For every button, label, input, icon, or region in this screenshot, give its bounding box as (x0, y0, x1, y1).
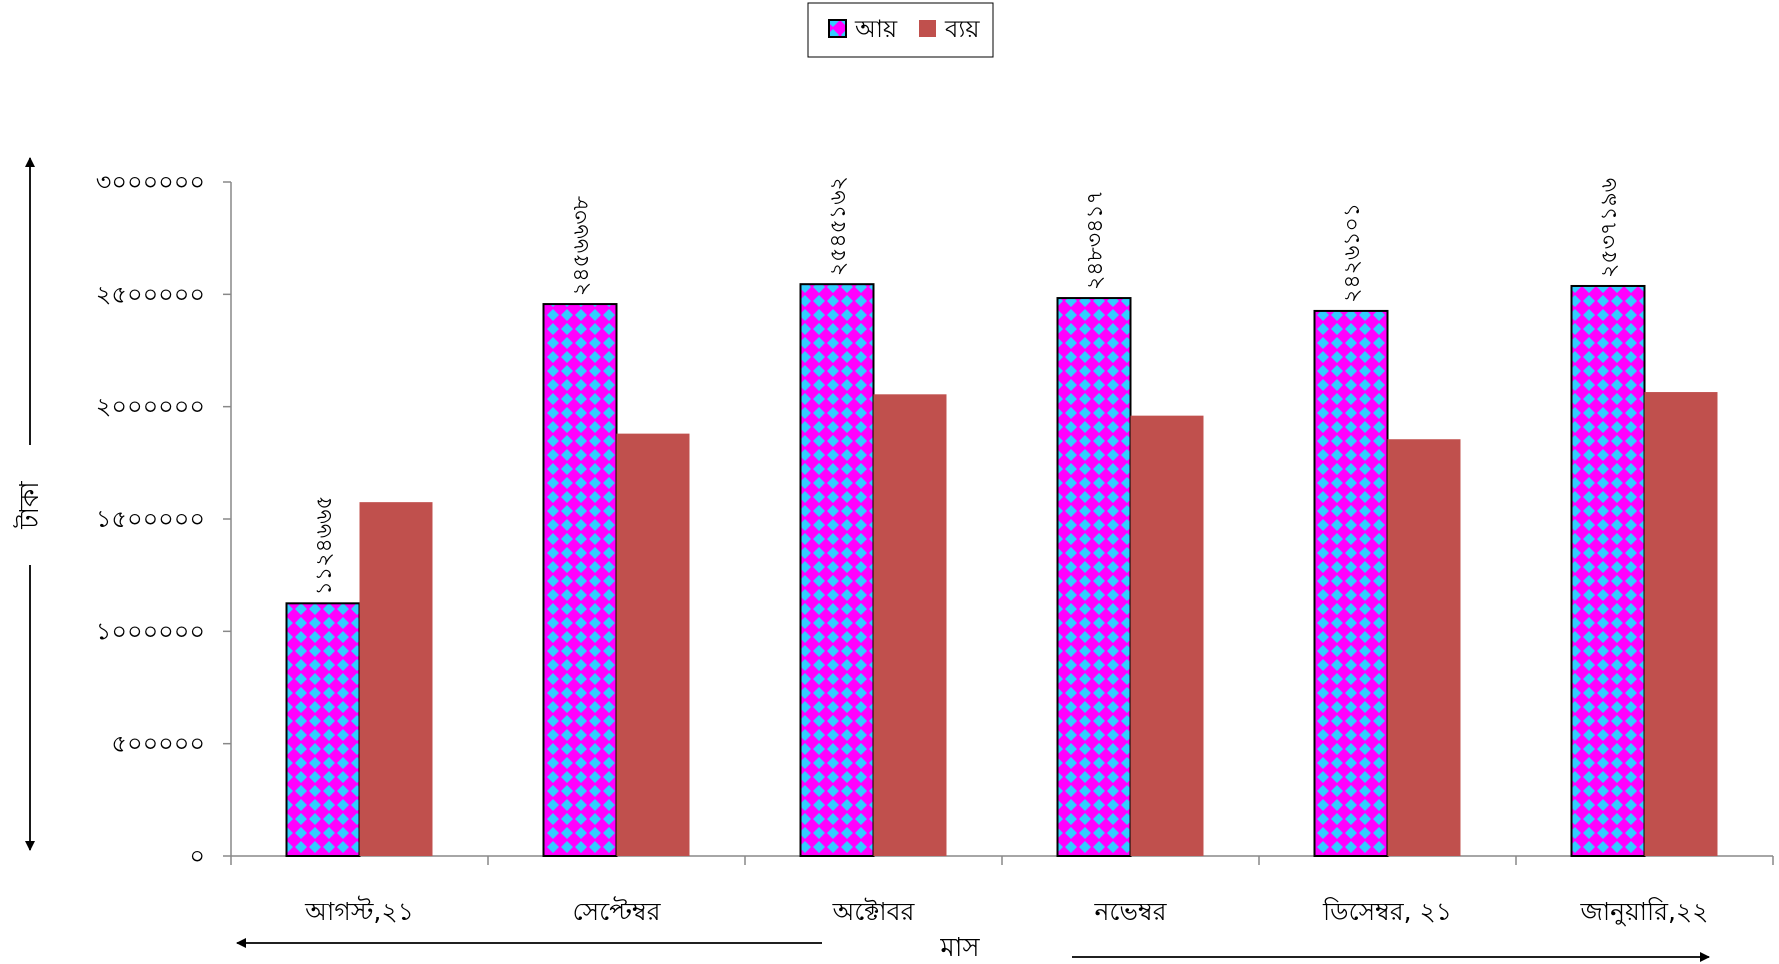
y-tick-label: ০ (189, 842, 205, 870)
data-label-income: ২৪৫৬৬৩৮ (569, 196, 594, 296)
bar-expense (616, 433, 690, 856)
bar-expense (1130, 415, 1204, 856)
category-labels: আগস্ট,২১ সেপ্টেম্বর অক্টোবর নভেম্বর ডিসেম্বর… (304, 896, 1708, 927)
data-label-income: ২৫৩৭১৯৬ (1597, 178, 1622, 278)
y-tick-label: ৩০০০০০০ (96, 168, 205, 196)
category-label: অক্টোবর (832, 897, 916, 926)
legend-swatch-expense (919, 20, 936, 37)
category-label: সেপ্টেম্বর (573, 896, 662, 926)
legend-swatch-income (828, 19, 847, 38)
x-axis-ticks (230, 856, 1774, 865)
category-label: জানুয়ারি,২২ (1580, 897, 1709, 927)
data-label-income: ২৫৪৫১৬২ (826, 176, 851, 276)
data-label-income: ২৪৮৩৪১৭ (1083, 190, 1108, 290)
data-label-income: ১১২৪৬৬৫ (312, 495, 337, 595)
category-label: আগস্ট,২১ (304, 896, 414, 926)
data-label-income: ২৪২৬১০১ (1340, 203, 1365, 303)
y-tick-label: ২৫০০০০০ (96, 280, 205, 308)
legend-label-income: আয় (854, 15, 898, 43)
y-tick-label: ৫০০০০০ (111, 730, 205, 758)
bar-income (1056, 297, 1132, 858)
bar-income (542, 303, 618, 857)
category-label: ডিসেম্বর, ২১ (1322, 897, 1452, 926)
bars: ১১২৪৬৬৫ ২৪৫৬৬৩৮ ২৫৪৫১৬২ ২৪৮৩৪১৭ ২৪২৬১০১ ২৫৩৭১… (285, 176, 1718, 858)
bar-expense (1387, 439, 1461, 856)
bar-expense (873, 394, 947, 856)
y-axis-label: টাকা (13, 481, 45, 530)
bar-expense (359, 502, 433, 856)
bar-income (799, 283, 875, 857)
category-label: নভেম্বর (1093, 897, 1167, 926)
legend: আয় ব্যয় (807, 2, 994, 58)
bar-income (1313, 309, 1389, 857)
bar-income (285, 602, 361, 857)
bar-income (1570, 284, 1646, 857)
y-axis-ticks: ০ ৫০০০০০ ১০০০০০০ ১৫০০০০০ ২০০০০০০ ২৫০০০০০ ৩০০০০… (96, 168, 231, 870)
y-tick-label: ১৫০০০০০ (96, 505, 205, 533)
legend-label-expense: ব্যয় (944, 15, 980, 43)
bar-expense (1644, 392, 1718, 856)
y-tick-label: ১০০০০০০ (96, 617, 205, 645)
y-tick-label: ২০০০০০০ (96, 393, 205, 421)
x-axis-label: মাস (939, 933, 980, 963)
